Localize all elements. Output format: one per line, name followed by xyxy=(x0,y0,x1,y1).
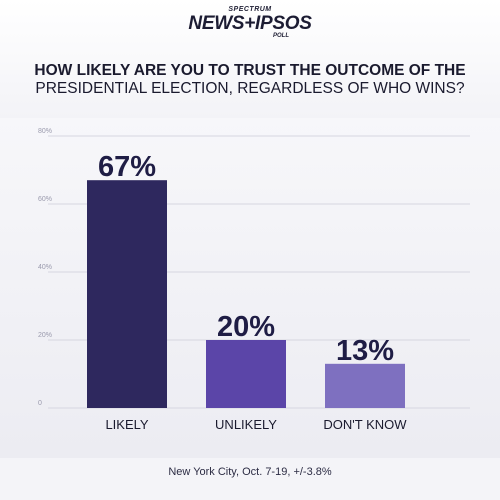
y-tick-label: 20% xyxy=(38,332,52,339)
x-tick-label: DON'T KNOW xyxy=(323,417,407,432)
x-tick-label: UNLIKELY xyxy=(215,417,277,432)
question-line-2: PRESIDENTIAL ELECTION, REGARDLESS OF WHO… xyxy=(35,80,465,97)
y-tick-label: 80% xyxy=(38,128,52,135)
logo: SPECTRUM NEWS+IPSOS POLL xyxy=(0,6,500,40)
footer-source: New York City, Oct. 7-19, +/-3.8% xyxy=(168,466,332,478)
question-line-1: HOW LIKELY ARE YOU TO TRUST THE OUTCOME … xyxy=(34,62,466,79)
bar-likely xyxy=(87,180,167,408)
logo-poll: POLL xyxy=(273,33,289,39)
question-title: HOW LIKELY ARE YOU TO TRUST THE OUTCOME … xyxy=(0,62,500,98)
bar-don-t-know xyxy=(325,363,405,408)
data-label: 67% xyxy=(98,151,156,183)
y-tick-label: 40% xyxy=(38,264,52,271)
data-label: 13% xyxy=(336,335,394,367)
x-tick-label: LIKELY xyxy=(105,417,148,432)
bar-unlikely xyxy=(206,340,286,408)
y-tick-label: 0 xyxy=(38,400,42,407)
logo-news-ipsos: NEWS+IPSOS xyxy=(188,13,312,34)
y-tick-label: 60% xyxy=(38,196,52,203)
bar-chart: 0 20% 40% 60% 80% 67% LIKELY 20% UNLIKELY 13% DON'… xyxy=(38,128,470,432)
data-label: 20% xyxy=(217,311,275,343)
logo-spectrum: SPECTRUM xyxy=(228,6,272,13)
header-band xyxy=(0,0,500,118)
